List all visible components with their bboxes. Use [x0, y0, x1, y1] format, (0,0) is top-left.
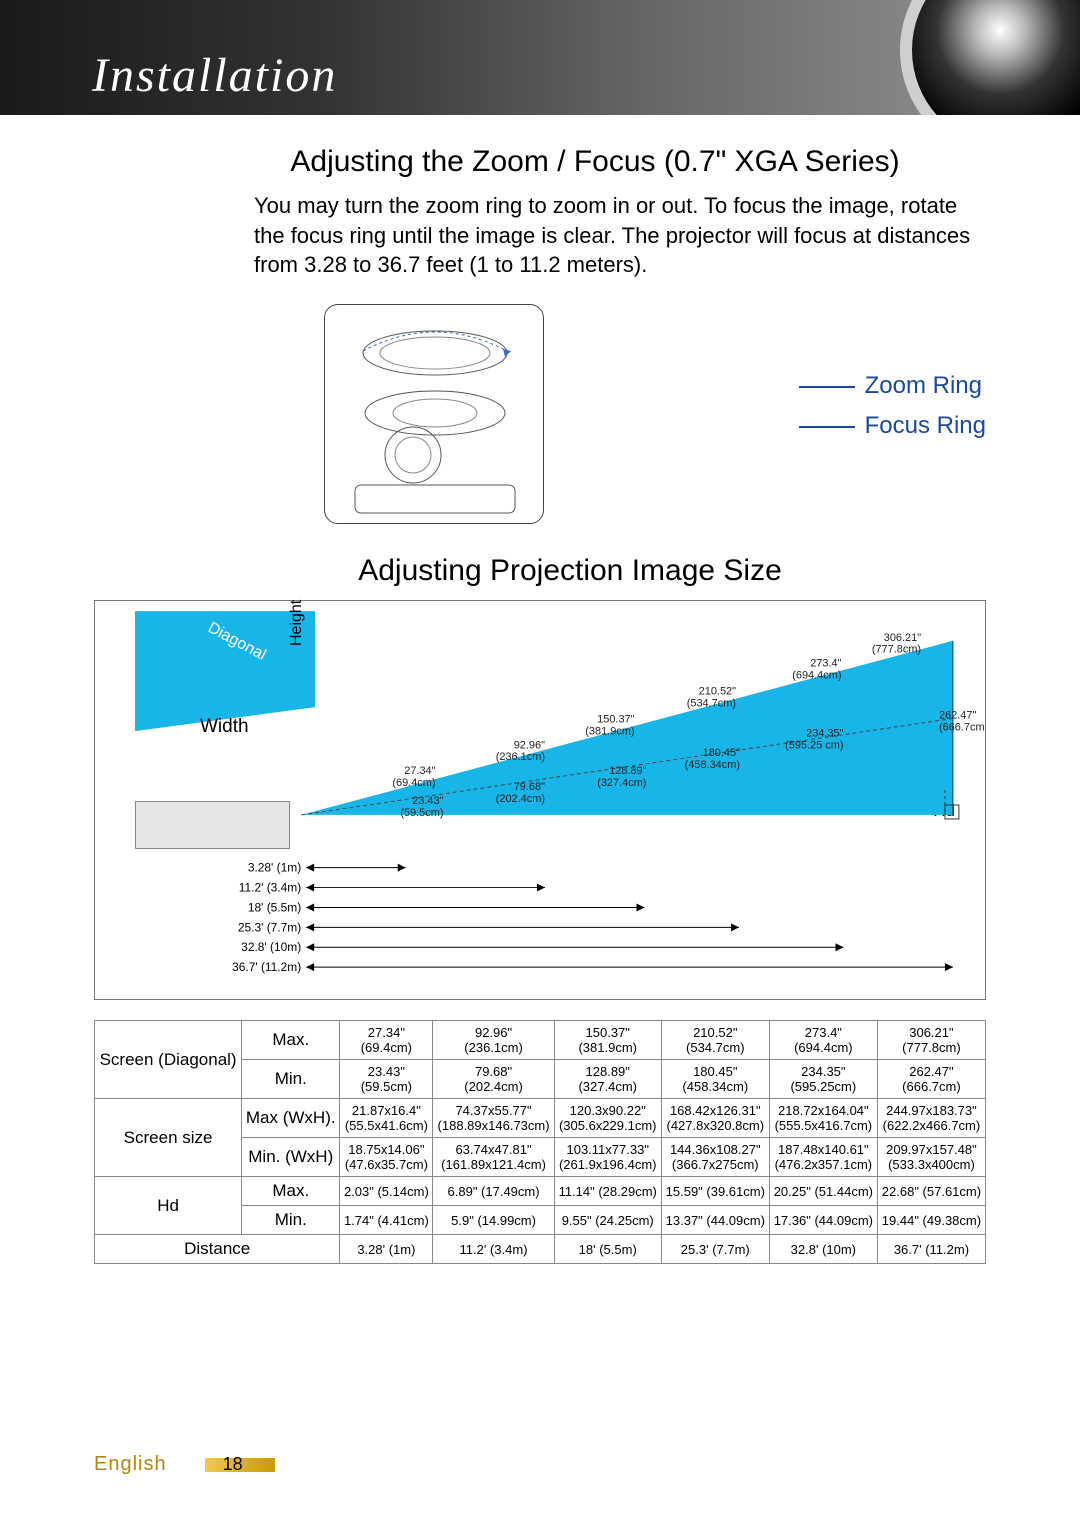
projection-diagram: Diagonal Width Height Hd 306.21" (777.8c… — [94, 600, 986, 1000]
svg-text:262.47": 262.47" — [939, 709, 976, 721]
svg-text:(777.8cm): (777.8cm) — [872, 644, 921, 656]
lens-graphic — [900, 0, 1080, 115]
svg-text:(534.7cm): (534.7cm) — [687, 698, 736, 710]
svg-text:36.7' (11.2m): 36.7' (11.2m) — [232, 960, 301, 974]
svg-text:306.21": 306.21" — [884, 632, 921, 644]
focus-ring-label: Focus Ring — [865, 412, 986, 439]
svg-text:23.43": 23.43" — [412, 795, 443, 807]
svg-text:(202.4cm): (202.4cm) — [496, 793, 545, 805]
svg-text:128.89": 128.89" — [609, 765, 646, 777]
svg-text:18' (5.5m): 18' (5.5m) — [248, 901, 301, 915]
svg-text:79.68": 79.68" — [514, 781, 545, 793]
svg-text:(327.4cm): (327.4cm) — [597, 777, 646, 789]
section-heading-zoom: Adjusting the Zoom / Focus (0.7" XGA Ser… — [204, 145, 986, 179]
svg-text:(595.25 cm): (595.25 cm) — [785, 739, 843, 751]
projection-svg: 306.21" (777.8cm) 273.4" (694.4cm) 210.5… — [95, 601, 985, 999]
header-banner: Installation — [0, 0, 1080, 115]
svg-text:27.34": 27.34" — [404, 765, 435, 777]
zoom-ring-label: Zoom Ring — [865, 372, 982, 399]
diagram-labels: Zoom Ring Focus Ring — [799, 372, 986, 440]
svg-text:150.37": 150.37" — [597, 713, 634, 725]
svg-text:210.52": 210.52" — [699, 686, 736, 698]
svg-text:11.2' (3.4m): 11.2' (3.4m) — [239, 881, 301, 895]
footer: English 18 — [94, 1453, 243, 1476]
footer-language: English — [94, 1453, 167, 1476]
page-title: Installation — [92, 48, 337, 103]
section-heading-projection: Adjusting Projection Image Size — [154, 554, 986, 588]
svg-text:180.45": 180.45" — [703, 747, 740, 759]
svg-text:(69.4cm): (69.4cm) — [392, 777, 435, 789]
projector-outline — [324, 304, 544, 524]
svg-text:25.3' (7.7m): 25.3' (7.7m) — [238, 920, 301, 934]
svg-text:(236.1cm): (236.1cm) — [496, 751, 545, 763]
svg-text:(458.34cm): (458.34cm) — [685, 759, 740, 771]
projector-diagram: Zoom Ring Focus Ring — [94, 280, 986, 532]
svg-text:32.8' (10m): 32.8' (10m) — [241, 940, 301, 954]
svg-text:(381.9cm): (381.9cm) — [585, 725, 634, 737]
svg-text:234.35": 234.35" — [806, 727, 843, 739]
spec-table: Screen (Diagonal)Max.27.34"(69.4cm)92.96… — [94, 1020, 986, 1264]
svg-text:(666.7cm): (666.7cm) — [939, 721, 985, 733]
footer-page-number: 18 — [223, 1454, 243, 1475]
svg-text:92.96": 92.96" — [514, 739, 545, 751]
section-body-zoom: You may turn the zoom ring to zoom in or… — [254, 191, 986, 280]
svg-text:3.28' (1m): 3.28' (1m) — [248, 861, 301, 875]
svg-text:(694.4cm): (694.4cm) — [792, 670, 841, 682]
svg-text:(59.5cm): (59.5cm) — [400, 807, 443, 819]
svg-text:273.4": 273.4" — [810, 658, 841, 670]
